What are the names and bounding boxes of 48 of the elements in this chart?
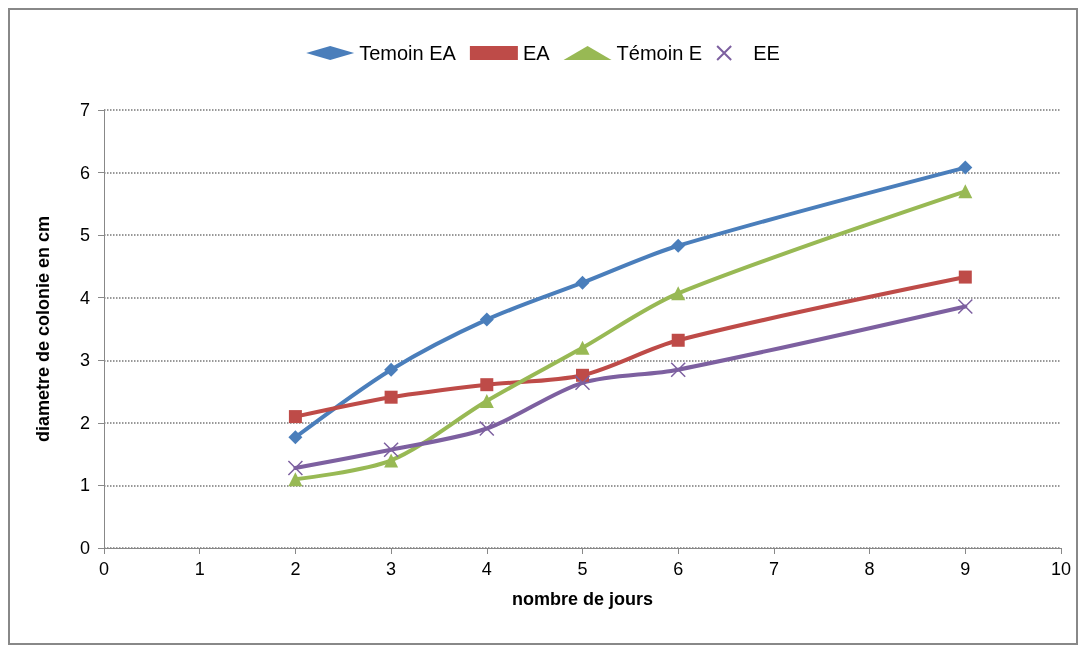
legend-label: Temoin EA <box>359 42 457 64</box>
point <box>384 390 398 404</box>
x-tick-label: 4 <box>481 559 492 579</box>
y-tick-label: 6 <box>79 162 90 183</box>
point <box>479 420 495 437</box>
point <box>480 378 494 392</box>
point <box>574 375 591 391</box>
y-tick-label: 3 <box>79 350 90 371</box>
x-tick-label: 9 <box>960 559 971 579</box>
x-tick-label: 8 <box>864 559 875 579</box>
y-tick-label: 4 <box>79 287 90 308</box>
legend-label: EE <box>753 42 780 64</box>
point <box>575 340 590 355</box>
point <box>575 275 590 290</box>
x-tick-label: 1 <box>194 559 205 579</box>
x-tick-label: 6 <box>673 559 684 579</box>
point <box>288 410 302 424</box>
legend-label: EA <box>522 42 551 64</box>
y-tick-label: 5 <box>79 225 90 246</box>
point <box>671 286 686 301</box>
point <box>671 238 686 253</box>
y-tick-label: 7 <box>79 100 90 120</box>
point <box>957 298 974 315</box>
point <box>384 453 399 468</box>
x-tick-label: 5 <box>577 559 588 579</box>
point <box>384 362 399 377</box>
x-tick-label: 10 <box>1050 559 1072 579</box>
point <box>958 184 973 199</box>
x-tick-label: 7 <box>768 559 779 579</box>
point <box>288 430 303 445</box>
point <box>479 393 494 408</box>
x-tick-label: 2 <box>290 559 301 579</box>
point <box>670 361 686 378</box>
x-axis-title: nombre de jours <box>511 589 654 609</box>
legend-label: Témoin E <box>616 42 703 64</box>
point <box>383 442 399 458</box>
y-tick-label: 0 <box>79 538 90 558</box>
point <box>958 160 973 175</box>
x-tick-label: 0 <box>98 559 110 579</box>
point <box>288 472 303 487</box>
point <box>287 460 304 476</box>
point <box>671 333 685 347</box>
point <box>479 312 494 327</box>
y-axis-title: diametre de colonie en cm <box>33 215 53 443</box>
y-tick-label: 2 <box>79 412 90 433</box>
x-tick-label: 3 <box>386 559 397 579</box>
point <box>958 270 972 284</box>
y-tick-label: 1 <box>79 475 90 496</box>
